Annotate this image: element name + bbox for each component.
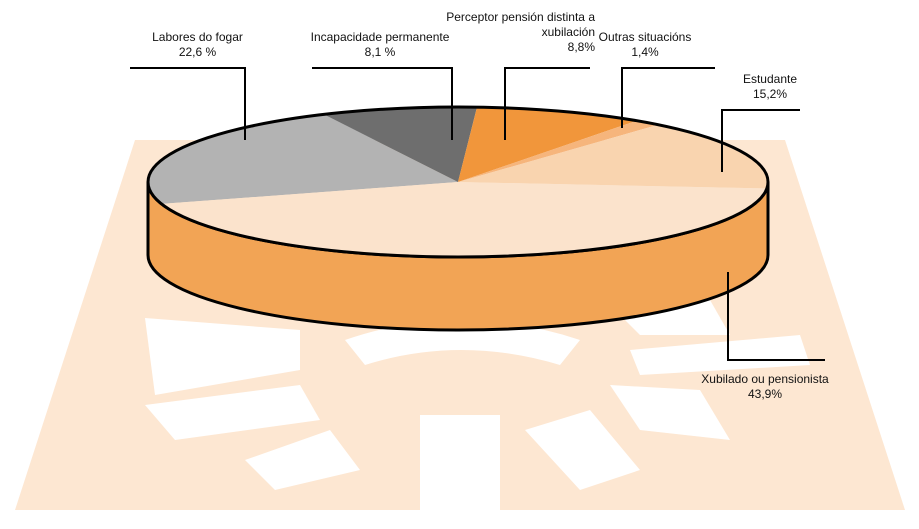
value-label: 22,6 % — [178, 45, 217, 59]
category-label: Perceptor pensión distinta a xubilación — [446, 10, 595, 39]
pie-slice — [323, 107, 478, 182]
category-label: Incapacidade permanente — [310, 30, 450, 44]
value-label: 8,1 % — [364, 45, 396, 59]
slice-label: Incapacidade permanente 8,1 % — [300, 30, 460, 60]
pie-outline — [146, 105, 770, 259]
value-label: 1,4% — [631, 45, 659, 59]
pie-slice — [458, 124, 768, 189]
slice-label: Perceptor pensión distinta a xubilación 8… — [440, 10, 595, 55]
value-label: 43,9% — [747, 387, 783, 401]
slice-label: Xubilado ou pensionista 43,9% — [690, 372, 840, 402]
leader-lines — [130, 67, 825, 361]
pie-slice — [148, 114, 458, 204]
category-label: Outras situacións — [598, 30, 692, 44]
slice-label: Outras situacións 1,4% — [585, 30, 705, 60]
pie-slice — [161, 182, 767, 257]
pie-slice — [458, 107, 637, 182]
value-label: 15,2% — [752, 87, 788, 101]
category-label: Estudante — [742, 72, 798, 86]
sun-rays — [145, 300, 810, 510]
pie-slice — [458, 120, 659, 182]
slice-label: Labores do fogar 22,6 % — [120, 30, 275, 60]
category-label: Xubilado ou pensionista — [701, 372, 829, 386]
pie — [146, 105, 770, 332]
value-label: 8,8% — [567, 40, 595, 54]
category-label: Labores do fogar — [152, 30, 243, 44]
slice-label: Estudante 15,2% — [720, 72, 820, 102]
